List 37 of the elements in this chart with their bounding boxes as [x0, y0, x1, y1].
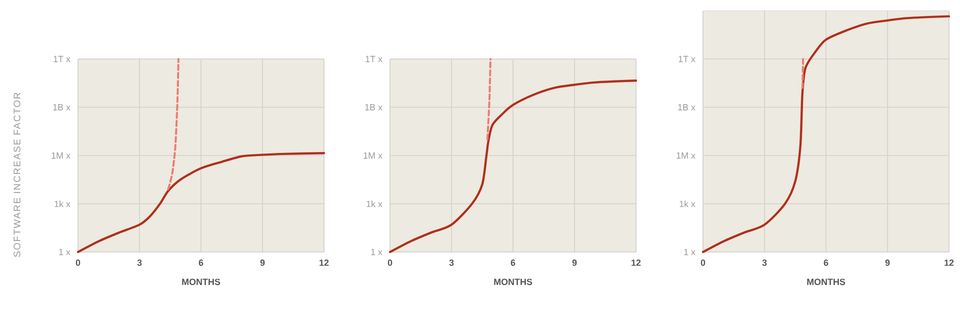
y-tick-label: 1B x [53, 104, 70, 110]
x-axis-title: MONTHS [182, 278, 220, 286]
y-tick-label: 1k x [680, 200, 696, 207]
y-tick-label: 1 x [371, 248, 382, 256]
x-tick-label: 6 [824, 260, 828, 266]
line-series [76, 152, 326, 254]
y-tick-label: 1k x [366, 200, 382, 207]
y-tick-label: 1k x [54, 200, 70, 207]
x-tick-label: 6 [510, 260, 516, 266]
y-tick-label: 1M x [364, 152, 382, 159]
x-tick-label: 12 [632, 260, 641, 266]
x-tick-label: 3 [762, 260, 767, 266]
y-tick-label: 1B x [365, 104, 382, 110]
y-tick-label: 1 x [59, 248, 70, 256]
x-tick-label: 3 [449, 260, 454, 266]
y-tick-label: 1B x [678, 104, 696, 110]
x-tick-label: 9 [260, 260, 265, 266]
y-tick-label: 1M x [676, 152, 696, 159]
x-tick-label: 0 [700, 260, 706, 266]
y-axis-title: SOFTWARE INCREASE FACTOR [14, 92, 20, 257]
x-tick-label: 6 [198, 260, 204, 266]
y-tick-label: 1T x [678, 56, 696, 62]
x-tick-label: 12 [944, 260, 954, 266]
line-series [388, 80, 638, 254]
y-tick-label: 1 x [684, 248, 696, 256]
x-axis-title: MONTHS [807, 278, 846, 286]
y-tick-label: 1T x [54, 56, 70, 62]
x-tick-label: 0 [388, 260, 392, 266]
x-tick-label: 9 [885, 260, 890, 266]
x-axis-title: MONTHS [494, 278, 532, 286]
y-tick-label: 1T x [366, 56, 382, 62]
y-tick-label: 1M x [52, 152, 70, 159]
x-tick-label: 3 [137, 260, 142, 266]
x-tick-label: 12 [320, 260, 329, 266]
x-tick-label: 9 [572, 260, 577, 266]
line-series [167, 58, 180, 190]
x-tick-label: 0 [76, 260, 80, 266]
